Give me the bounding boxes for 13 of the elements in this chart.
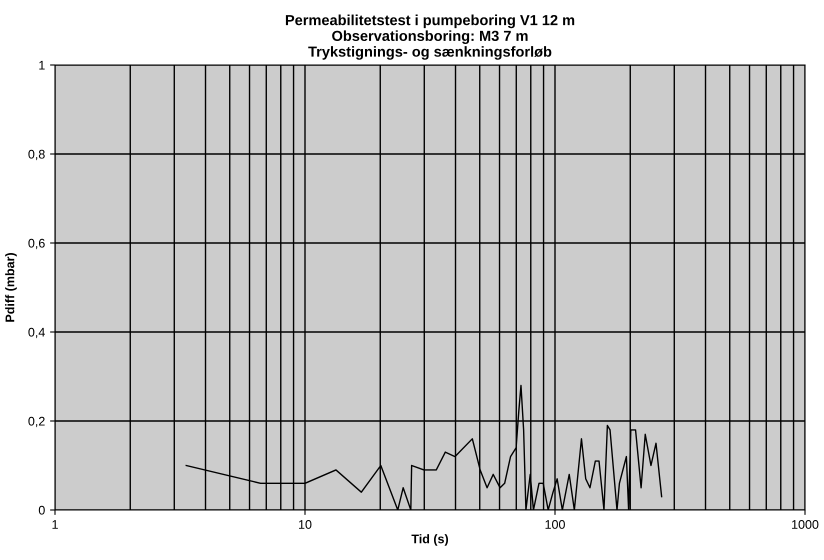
y-tick-label: 0,8 [28, 150, 45, 160]
y-tick-label: 0,2 [28, 416, 45, 428]
y-tick-label: 0 [38, 506, 45, 515]
x-tick-label: 100 [546, 520, 565, 529]
y-axis-title: Pdiff (mbar) [5, 253, 17, 322]
x-tick-label: 1 [52, 520, 58, 529]
x-tick-label: 10 [299, 520, 312, 529]
x-axis-title: Tid (s) [412, 534, 448, 546]
y-tick-label: 0,6 [28, 238, 45, 250]
y-tick-label: 0,4 [28, 328, 45, 338]
x-tick-label: 1000 [792, 520, 818, 529]
chart-title: Permeabilitetstest i pumpeboring V1 12 m Observationsboring: M3 7 m Trykstignings- og sænkningsforløb [286, 14, 574, 60]
y-tick-label: 1 [39, 60, 45, 70]
